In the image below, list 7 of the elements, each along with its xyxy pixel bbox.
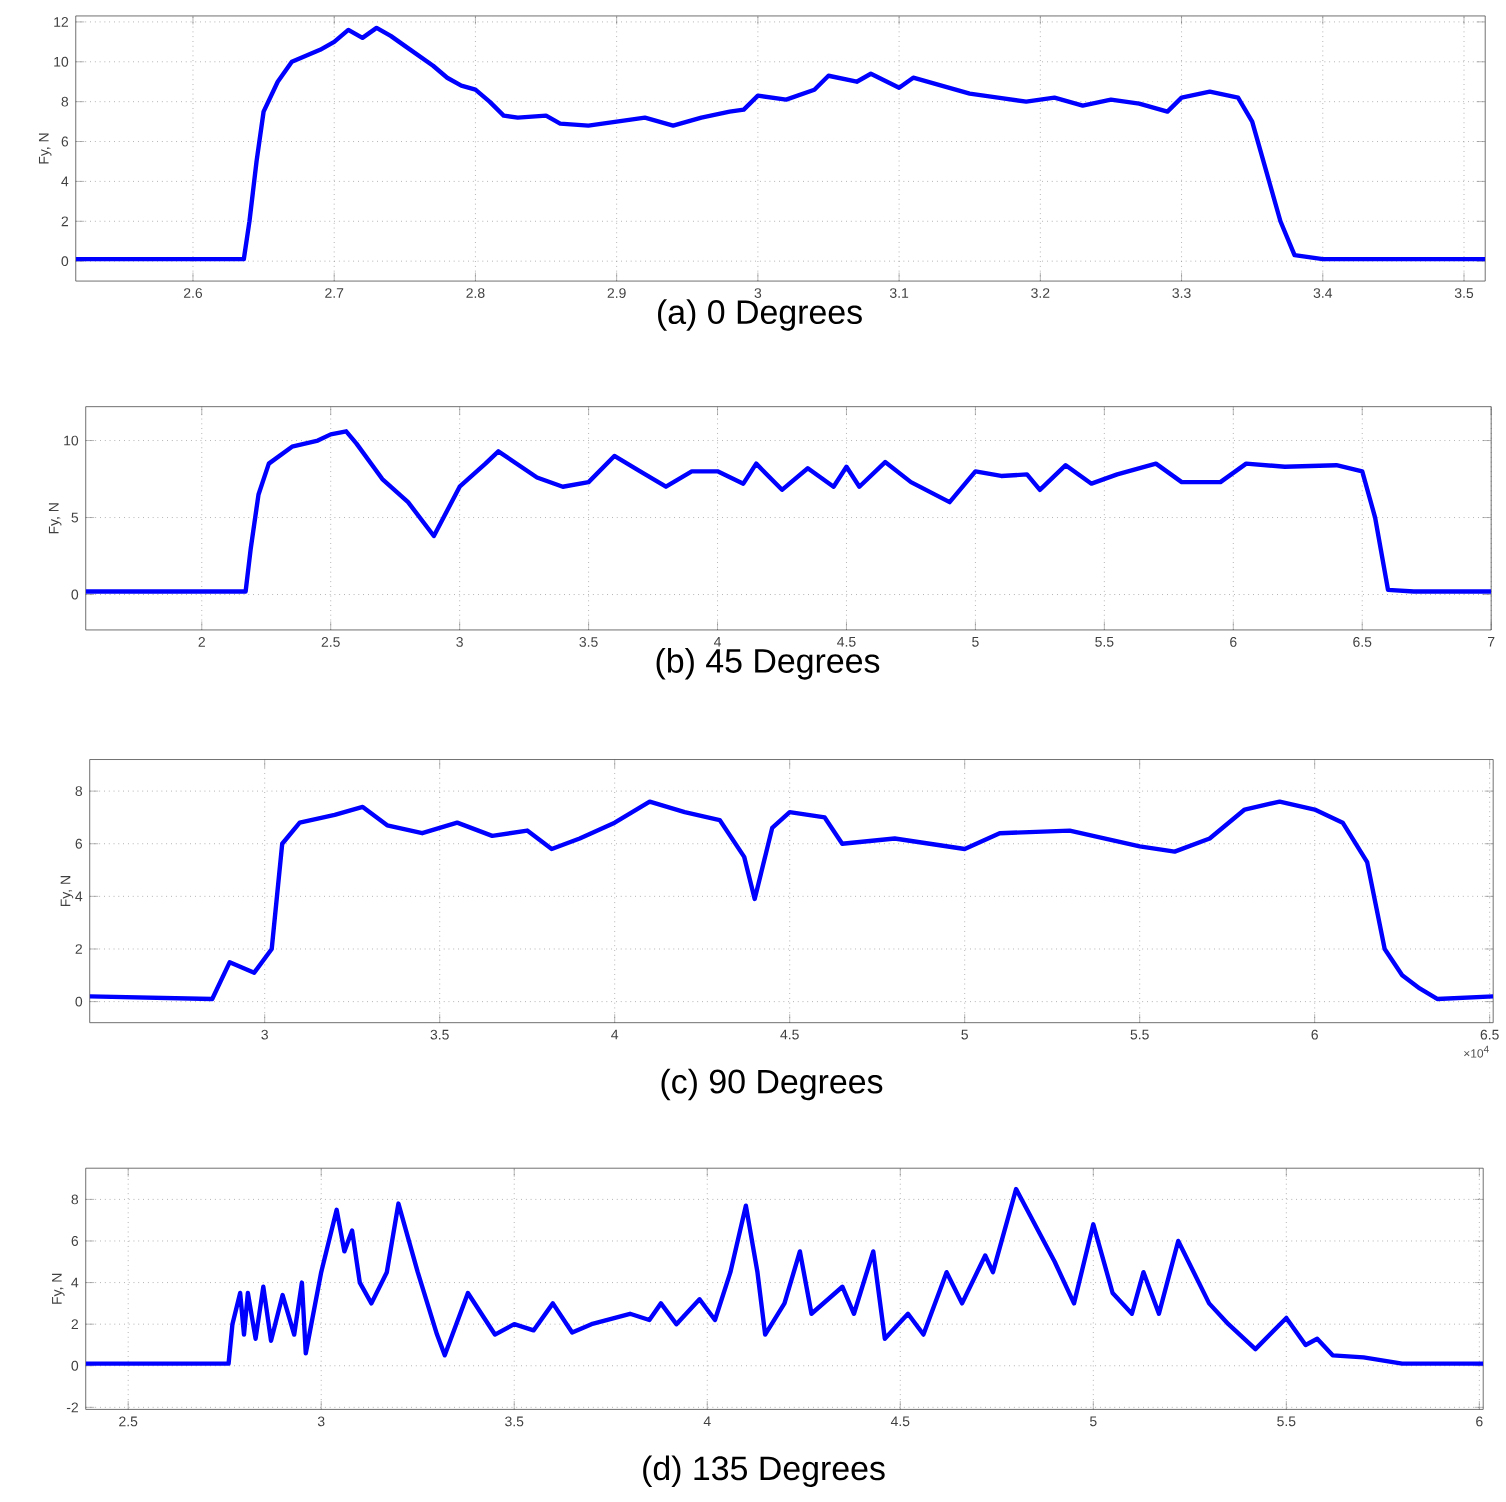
line-series (85, 429, 1492, 595)
text: (b) 45 Degrees (656, 648, 880, 681)
text: (a) 0 Degrees (658, 299, 862, 332)
text: (d) 135 Degrees (643, 1455, 885, 1488)
text: (c) 90 Degrees (661, 1069, 883, 1101)
line-series (89, 799, 1494, 1002)
line-series (85, 1187, 1484, 1367)
